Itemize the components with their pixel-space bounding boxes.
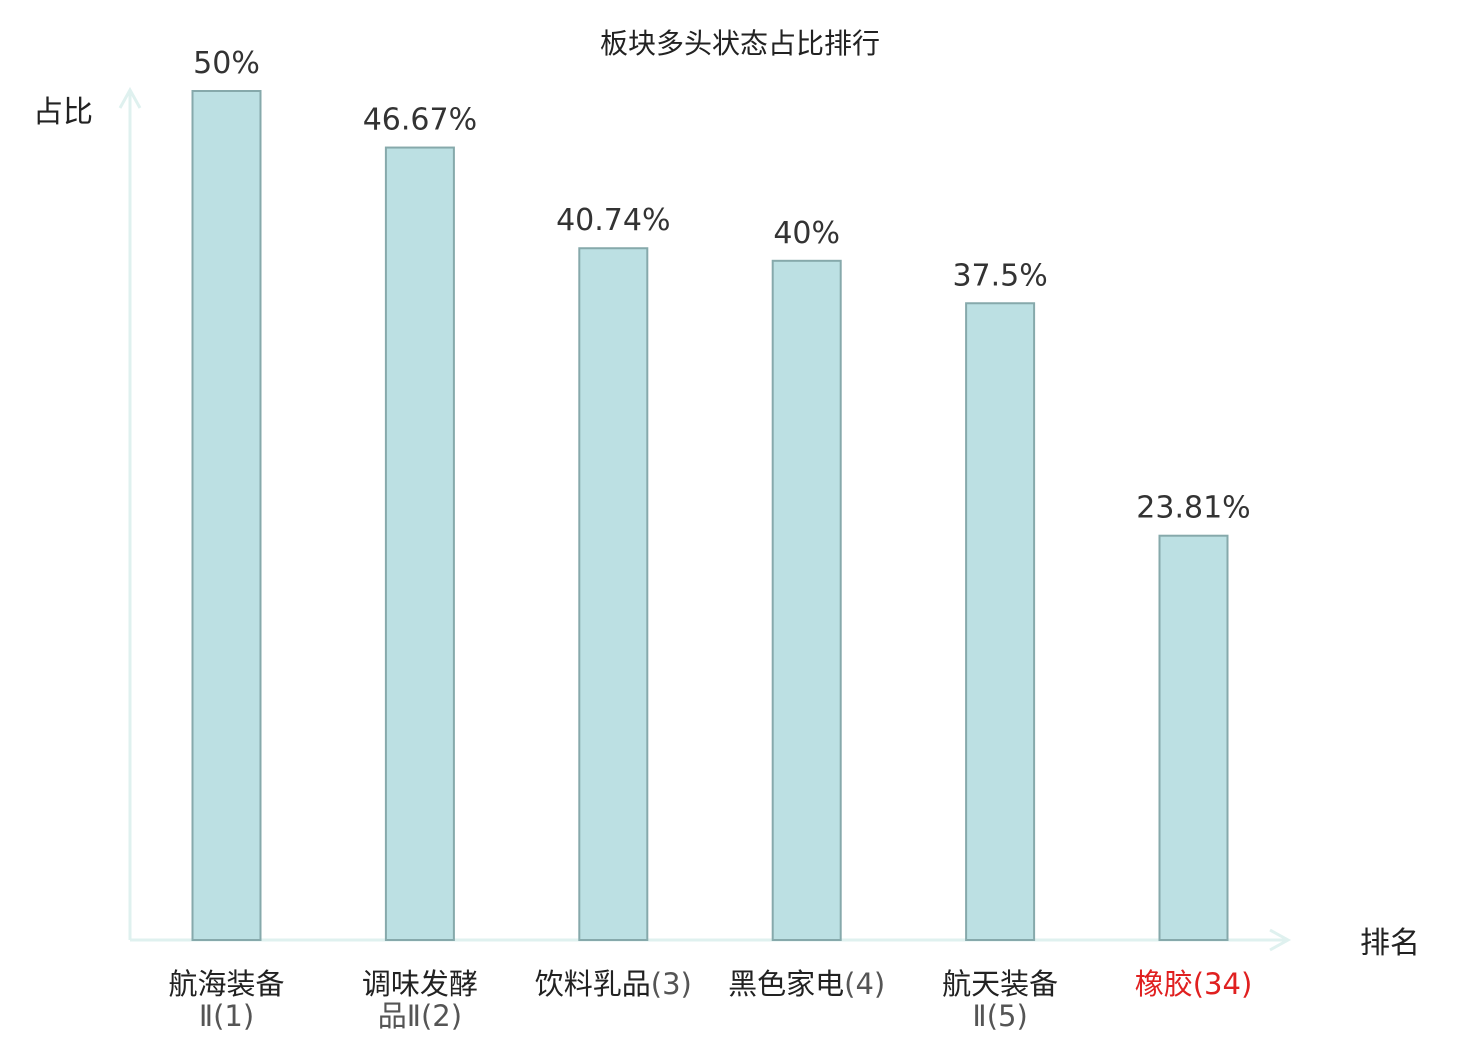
x-tick-rank: (4) (844, 967, 885, 1001)
x-tick-name: 黑色家电 (728, 967, 844, 1001)
x-tick-name: 调味发酵 (362, 967, 478, 1001)
bar-5 (1158, 534, 1229, 941)
y-axis-label: 占比 (33, 95, 93, 130)
x-tick-rank: (5) (987, 999, 1028, 1033)
bar-value-label-5: 23.81% (1136, 491, 1250, 526)
x-tick-name: 橡胶 (1135, 967, 1193, 1001)
value-labels-group: 50% 46.67% 40.74% 40% 37.5% 23.81% (193, 46, 1251, 526)
x-tick-rank-prefix: 品Ⅱ (378, 999, 421, 1033)
bar-1 (384, 146, 455, 941)
x-tick-rank-prefix: Ⅱ (972, 999, 986, 1033)
x-tick-label-0: 航海装备 Ⅱ(1) (168, 967, 284, 1033)
bar-value-label-1: 46.67% (363, 103, 477, 138)
bar-value-label-3: 40% (773, 216, 840, 251)
x-tick-label-5: 橡胶(34) (1135, 967, 1253, 1001)
x-axis-arrow (1269, 928, 1292, 952)
x-tick-label-4: 航天装备 Ⅱ(5) (942, 967, 1058, 1033)
bar-4 (965, 302, 1036, 941)
chart-title: 板块多头状态占比排行 (600, 27, 880, 60)
x-tick-rank: (1) (213, 999, 254, 1033)
x-tick-name: 航天装备 (942, 967, 1058, 1001)
y-axis-arrow (118, 86, 142, 109)
x-tick-labels-group: 航海装备 Ⅱ(1)调味发酵品Ⅱ(2)饮料乳品(3) 黑色家电(4) 航天装备 Ⅱ(5)橡… (168, 967, 1252, 1033)
x-tick-name: 饮料乳品 (535, 967, 651, 1001)
x-tick-rank: (34) (1193, 967, 1253, 1001)
bar-2 (578, 247, 649, 941)
bar-value-label-2: 40.74% (556, 203, 670, 238)
bar-0 (191, 90, 262, 941)
x-axis-label: 排名 (1360, 926, 1420, 961)
bars-group (191, 90, 1229, 941)
bar-value-label-4: 37.5% (952, 258, 1047, 293)
x-tick-name: 航海装备 (168, 967, 284, 1001)
x-tick-label-3: 黑色家电(4) (728, 967, 885, 1001)
x-tick-rank: (2) (421, 999, 462, 1033)
axes (118, 86, 1292, 952)
x-tick-label-2: 饮料乳品(3) (535, 967, 692, 1001)
x-tick-label-1: 调味发酵品Ⅱ(2) (362, 967, 478, 1033)
x-tick-rank: (3) (651, 967, 692, 1001)
bar-value-label-0: 50% (193, 46, 260, 81)
bar-3 (771, 259, 842, 941)
x-tick-rank-prefix: Ⅱ (199, 999, 213, 1033)
